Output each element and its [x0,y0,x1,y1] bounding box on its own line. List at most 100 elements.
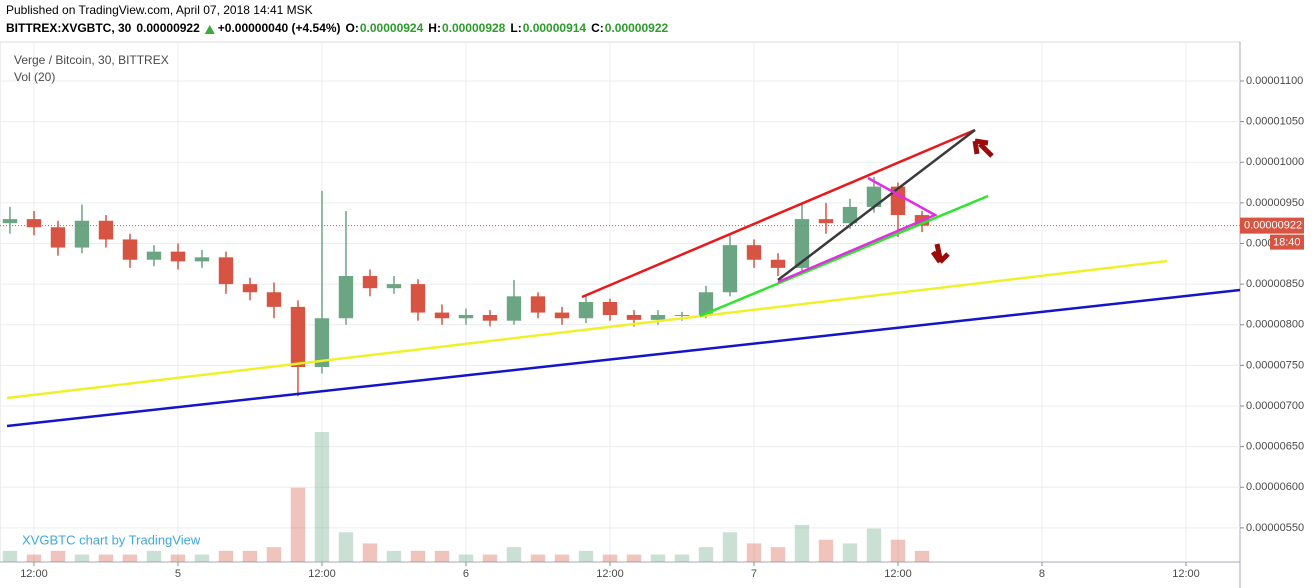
volume-pane [2,432,930,562]
candle-body [650,315,666,320]
candle-body [506,296,522,321]
quote-value: 0.00000914 [523,21,587,35]
change: +0.00000040 (+4.54%) [218,21,341,35]
volume-bar [242,550,258,562]
volume-bar [554,554,570,562]
volume-bar [434,550,450,562]
volume-bar [458,554,474,562]
y-tick-label: 0.00000950 [1246,197,1304,209]
candle-body [746,245,762,260]
plot-area [0,41,1241,563]
candle-body [770,259,786,268]
x-tick-label: 12:00 [20,568,48,580]
candle-body [242,284,258,293]
volume-bar [794,524,810,562]
candle-body [410,284,426,313]
volume-bar [602,554,618,562]
volume-bar [146,550,162,562]
volume-bar [746,543,762,562]
candle-body [842,206,858,224]
candle-body [530,296,546,313]
volume-bar [26,554,42,562]
quote-value: 0.00000928 [442,21,506,35]
volume-bar [866,528,882,562]
y-tick-label: 0.00000750 [1246,359,1304,371]
volume-bar [410,550,426,562]
countdown-box [1270,234,1304,250]
candle-body [122,239,138,260]
x-tick-label: 7 [751,568,757,580]
volume-bar [2,550,18,562]
candle-body [458,315,474,319]
y-tick-label: 0.00000800 [1246,319,1304,331]
volume-bar [266,547,282,562]
candle-body [434,312,450,319]
volume-bar [386,550,402,562]
x-tick-label: 12:00 [884,568,912,580]
volume-bar [530,554,546,562]
candle-body [74,220,90,248]
x-tick-label: 6 [463,568,469,580]
candle-body [170,251,186,262]
candle-body [698,292,714,315]
volume-bar [482,554,498,562]
candle-body [866,186,882,207]
volume-bar [674,554,690,562]
trend-line [6,259,1168,400]
candle-body [218,257,234,285]
quote-label: H: [428,21,441,35]
candle-body [266,292,282,307]
arrow-up [972,138,994,158]
last-price-label: 0.00000922 [1244,220,1302,232]
volume-bar [98,554,114,562]
candle-body [626,315,642,320]
volume-bar [626,554,642,562]
quote-value: 0.00000922 [605,21,669,35]
countdown: 18:40 [1273,237,1301,249]
x-tick-label: 12:00 [596,568,624,580]
candle-body [818,219,834,224]
candle-body [2,219,18,224]
trend-line [699,194,989,318]
y-tick-label: 0.00000850 [1246,278,1304,290]
drawings [6,128,1241,428]
volume-bar [506,547,522,562]
legend-title: Verge / Bitcoin, 30, BITTREX [14,53,169,67]
volume-bar [722,532,738,562]
volume-bar [122,554,138,562]
quote-value: 0.00000924 [360,21,424,35]
volume-label: Vol (20) [14,70,55,84]
volume-bar [914,550,930,562]
quote-label: L: [510,21,521,35]
candle-body [602,302,618,315]
quote-line: BITTREX:XVGBTC, 30 0.00000922 +0.00000040 … [6,21,668,35]
trend-line [581,128,976,299]
volume-bar [818,539,834,562]
volume-bar [650,554,666,562]
trend-line [777,129,976,281]
volume-bar [314,432,330,562]
volume-bar [698,547,714,562]
candle-body [722,245,738,293]
candle-body [146,251,162,260]
arrow-down [930,243,950,264]
volume-bar [50,550,66,562]
quote-label: C: [591,21,604,35]
quote-label: O: [346,21,359,35]
candle-body [362,276,378,289]
y-tick-label: 0.00000550 [1246,522,1304,534]
y-tick-label: 0.00000650 [1246,441,1304,453]
x-tick-label: 5 [175,568,181,580]
header-bg [0,0,1312,41]
candle-body [554,312,570,319]
candle-body [26,219,42,228]
volume-bar [194,554,210,562]
candle-body [794,219,810,268]
volume-bar [338,532,354,562]
candle-body [50,227,66,248]
candles [2,176,930,397]
x-tick-label: 8 [1039,568,1045,580]
volume-bar [770,547,786,562]
volume-bar [74,554,90,562]
